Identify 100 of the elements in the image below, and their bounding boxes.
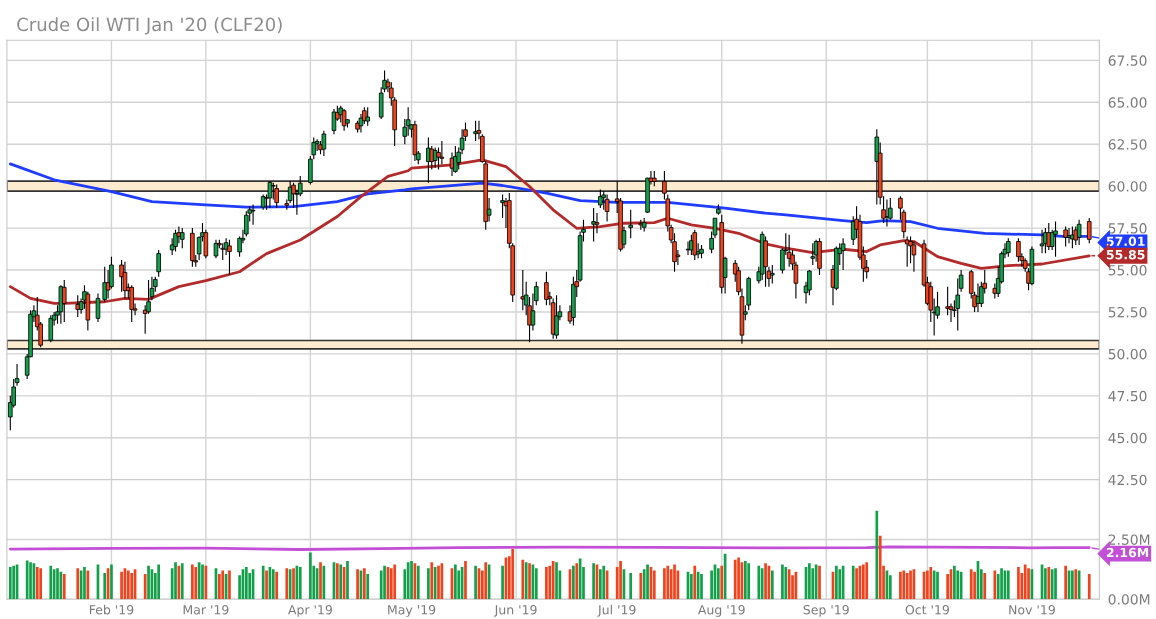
bar — [430, 562, 434, 600]
candlestick — [884, 199, 890, 227]
x-tick-label: Nov '19 — [1009, 604, 1055, 615]
bar — [953, 565, 956, 600]
candlestick — [331, 108, 337, 135]
candlestick — [48, 314, 54, 343]
candlestick — [156, 249, 161, 278]
bar — [1027, 568, 1030, 600]
bar — [218, 574, 221, 600]
bar — [969, 569, 973, 600]
bar — [191, 564, 194, 600]
bar — [770, 570, 774, 600]
bar — [25, 560, 29, 600]
candlestick — [1086, 217, 1092, 244]
bar — [437, 565, 440, 600]
bar — [983, 572, 987, 600]
candlestick — [102, 266, 107, 303]
annotation: 57.01 — [1106, 236, 1145, 246]
bar — [309, 552, 312, 600]
bar — [1017, 566, 1020, 600]
bar — [899, 571, 902, 600]
annotation: 2.16M — [1106, 547, 1149, 558]
y-tick-label: 45.00 — [1108, 432, 1147, 444]
y-tick-label: 50.00 — [1108, 348, 1147, 360]
candlestick — [591, 207, 596, 243]
candlestick — [311, 136, 317, 160]
x-tick-label: Feb '19 — [89, 604, 134, 615]
bar — [1000, 568, 1003, 600]
bar — [599, 569, 602, 600]
bar — [49, 565, 53, 600]
y-tick-label: 0.00M — [1108, 594, 1150, 605]
bar — [690, 574, 693, 600]
candlestick — [1076, 219, 1082, 246]
bar — [905, 572, 909, 600]
bar — [366, 574, 370, 600]
candlestick — [1006, 237, 1011, 258]
bar — [733, 559, 737, 600]
bar — [319, 562, 322, 600]
y-tick-label: 67.50 — [1108, 55, 1147, 66]
bar — [663, 568, 666, 600]
bar — [619, 560, 622, 600]
x-tick-label: Jun '19 — [493, 604, 537, 617]
bar — [888, 575, 892, 600]
bar — [936, 571, 939, 600]
bar — [8, 566, 12, 600]
candlestick — [685, 240, 691, 256]
chart-title: Crude Oil WTI Jan '20 (CLF20) — [17, 17, 282, 35]
bar — [720, 565, 724, 600]
x-tick-label: Mar '19 — [183, 604, 229, 615]
bar — [757, 565, 761, 600]
bar — [383, 565, 386, 600]
y-tick-label: 65.00 — [1108, 97, 1147, 108]
bar — [875, 510, 879, 600]
candlestick — [604, 194, 610, 222]
bar — [629, 572, 633, 600]
bar — [693, 565, 697, 600]
candlestick — [520, 269, 526, 311]
bar — [406, 562, 410, 600]
x-tick-label: Apr '19 — [288, 604, 332, 617]
bar — [228, 570, 231, 600]
bar — [808, 563, 811, 600]
bar — [292, 568, 295, 600]
bar — [393, 564, 397, 600]
bar — [194, 566, 198, 600]
candlestick — [449, 152, 455, 177]
bar — [336, 563, 339, 600]
bar — [669, 569, 673, 600]
bar — [818, 565, 821, 600]
bar — [902, 570, 906, 600]
y-tick-label: 60.00 — [1108, 181, 1147, 192]
bar — [555, 562, 558, 600]
bar — [572, 565, 575, 600]
bar — [39, 568, 42, 600]
x-tick-label: Oct '19 — [905, 604, 949, 615]
candlestick — [453, 145, 458, 174]
bar — [174, 562, 177, 600]
x-tick-label: Jul '19 — [597, 604, 636, 617]
bar — [737, 557, 740, 600]
bar — [1087, 574, 1091, 600]
bar — [652, 570, 656, 600]
bar — [865, 562, 869, 600]
bar — [1044, 568, 1047, 600]
candlestick — [1016, 237, 1021, 263]
bar — [427, 568, 430, 600]
bar — [646, 564, 649, 600]
bar — [835, 565, 838, 600]
y-tick-label: 62.50 — [1108, 139, 1147, 150]
bar — [602, 565, 606, 600]
bar — [83, 566, 86, 600]
bar — [851, 565, 855, 600]
bar — [474, 565, 477, 600]
bar — [666, 565, 670, 600]
bar — [760, 568, 764, 600]
bar — [221, 570, 225, 600]
candlestick — [628, 209, 633, 239]
bar — [120, 571, 123, 600]
bar — [909, 570, 912, 600]
bar — [103, 572, 107, 600]
candlestick — [1063, 225, 1068, 248]
bar — [346, 560, 349, 600]
